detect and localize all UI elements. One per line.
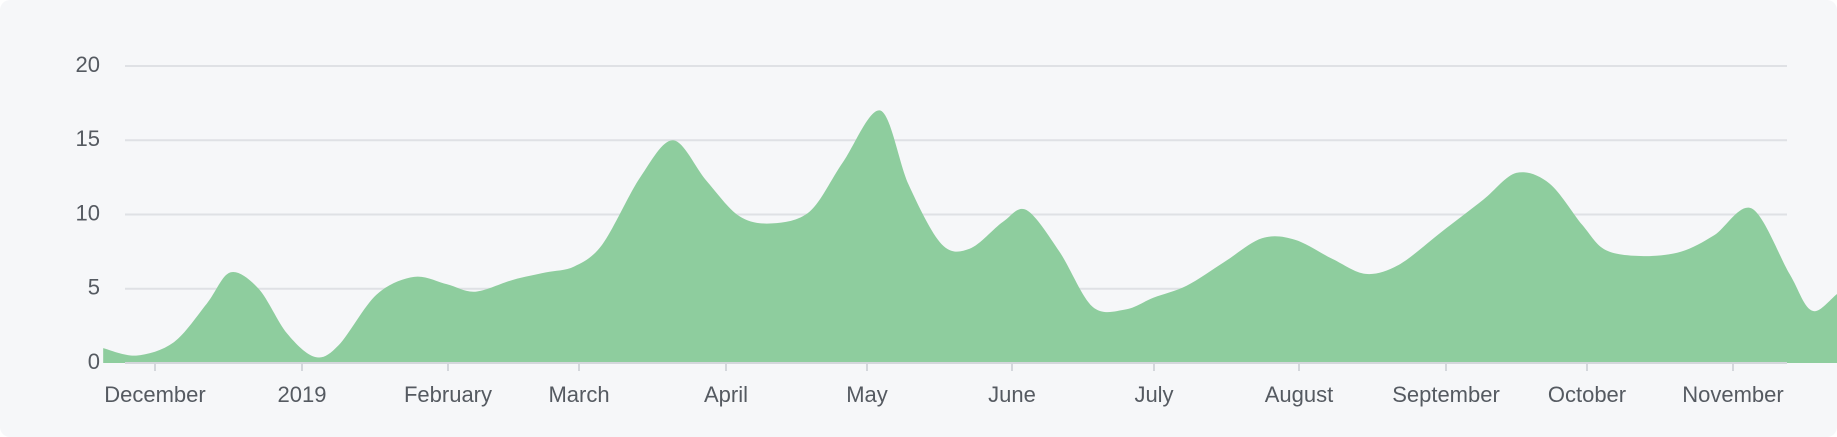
x-tick-label: August xyxy=(1265,382,1334,407)
x-tick-label: February xyxy=(404,382,492,407)
area-fill xyxy=(103,110,1837,363)
y-tick-label: 10 xyxy=(76,200,100,225)
x-tick-label: March xyxy=(548,382,609,407)
x-tick-label: April xyxy=(704,382,748,407)
x-tick-label: July xyxy=(1134,382,1173,407)
x-tick-label: 2019 xyxy=(278,382,327,407)
area-series xyxy=(103,110,1837,363)
x-tick-label: May xyxy=(846,382,888,407)
y-tick-label: 15 xyxy=(76,126,100,151)
axes: 0 5 10 15 20 December 2019 February March April Ma… xyxy=(76,52,1787,407)
x-tick-label: December xyxy=(104,382,205,407)
y-tick-label: 5 xyxy=(88,275,100,300)
x-tick-label: September xyxy=(1392,382,1500,407)
y-tick-label: 0 xyxy=(88,349,100,374)
x-tick-label: October xyxy=(1548,382,1626,407)
x-tick-label: June xyxy=(988,382,1036,407)
y-tick-label: 20 xyxy=(76,52,100,77)
x-tick-label: November xyxy=(1682,382,1783,407)
